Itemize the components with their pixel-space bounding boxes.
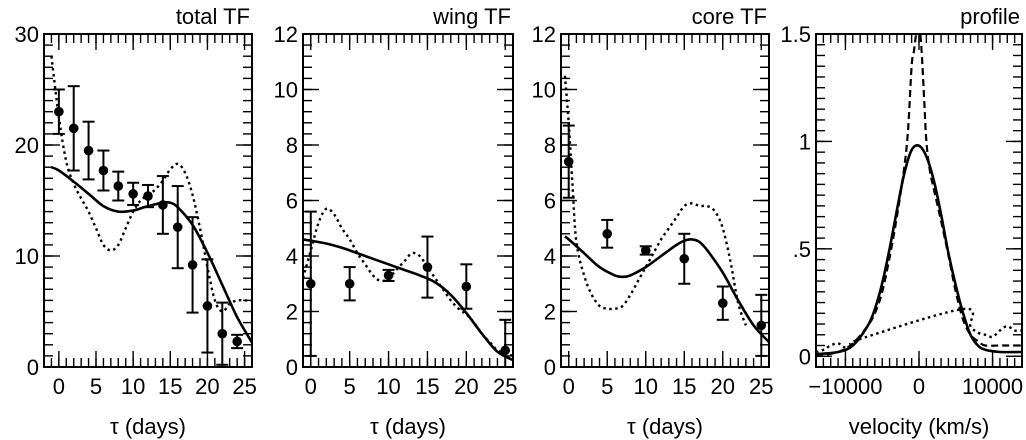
x-tick-label: 15 — [415, 374, 439, 399]
series-line-solid — [816, 143, 1022, 356]
x-axis-label: τ (days) — [110, 414, 186, 439]
data-point — [68, 123, 79, 134]
x-axis-label: velocity (km/s) — [849, 414, 990, 439]
y-tick-label: 1 — [799, 129, 811, 154]
panel-2: 0 5 10 15 20 25 0 2 4 6 8 10 12 wing TF τ (days) — [274, 4, 518, 439]
x-tick-label: 0 — [305, 374, 317, 399]
y-tick-label: 0 — [286, 355, 298, 380]
x-tick-label: 25 — [232, 374, 256, 399]
x-axis-label: τ (days) — [627, 414, 703, 439]
data-point — [383, 270, 394, 281]
y-tick-label: 0 — [27, 355, 39, 380]
data-point — [187, 260, 198, 270]
x-axis-label: τ (days) — [370, 414, 446, 439]
x-tick-label: 0 — [563, 374, 575, 399]
data-point — [54, 106, 64, 117]
series-line-solid — [564, 235, 769, 343]
panel-4: −10000 0 10000 0 .5 1 1.5 profile velocity (km/s… — [780, 4, 1023, 439]
y-tick-label: 6 — [286, 189, 298, 214]
data-point — [128, 189, 138, 199]
y-tick-label: 2 — [544, 300, 556, 325]
x-tick-label: 0 — [53, 374, 65, 399]
y-tick-label: 6 — [544, 189, 556, 214]
x-tick-label: 20 — [195, 374, 219, 399]
x-tick-label: 10000 — [962, 374, 1023, 399]
y-tick-label: 4 — [544, 244, 556, 269]
x-tick-label: 15 — [158, 374, 182, 399]
data-point — [83, 145, 94, 156]
x-tick-label: 10 — [376, 374, 400, 399]
data-point — [500, 345, 511, 356]
y-tick-label: 4 — [286, 244, 298, 269]
y-tick-label: .5 — [793, 237, 811, 262]
x-tick-label: −10000 — [808, 374, 882, 399]
series-line-dotted — [816, 307, 1022, 354]
y-tick-label: 2 — [286, 300, 298, 325]
data-point — [143, 191, 153, 201]
x-tick-label: 15 — [672, 374, 696, 399]
y-tick-label: 30 — [15, 22, 39, 47]
data-point — [461, 281, 472, 292]
data-point — [217, 328, 228, 339]
plot-frame — [815, 33, 1023, 368]
x-tick-label: 10 — [121, 374, 145, 399]
y-tick-label: 1.5 — [780, 22, 811, 47]
plot-frame — [302, 33, 514, 368]
y-tick-label: 10 — [15, 244, 39, 269]
data-point — [202, 301, 213, 311]
series-line-solid — [303, 238, 513, 362]
series-line-dotted — [563, 75, 748, 326]
x-tick-label: 25 — [749, 374, 773, 399]
series-line-dotted — [303, 207, 513, 358]
y-tick-label: 12 — [532, 22, 556, 47]
series-line-solid — [50, 165, 252, 344]
series-line-dashed — [816, 34, 1022, 358]
y-tick-label: 0 — [544, 355, 556, 380]
y-tick-label: 10 — [274, 78, 298, 103]
y-tick-label: 8 — [544, 133, 556, 158]
chart-title: total TF — [176, 4, 250, 29]
data-point — [344, 278, 355, 289]
data-point — [98, 165, 109, 176]
series-line-dotted — [50, 56, 252, 313]
x-tick-label: 5 — [90, 374, 102, 399]
data-point — [172, 222, 183, 232]
x-tick-label: 5 — [344, 374, 356, 399]
x-tick-label: 0 — [913, 374, 925, 399]
data-point — [158, 200, 168, 210]
x-tick-label: 10 — [633, 374, 657, 399]
y-tick-label: 12 — [274, 22, 298, 47]
data-point — [232, 336, 242, 347]
plot-frame — [560, 33, 770, 368]
x-tick-label: 20 — [711, 374, 735, 399]
y-tick-label: 20 — [15, 133, 39, 158]
data-point — [422, 262, 433, 272]
data-point — [679, 253, 690, 264]
chart-title: wing TF — [432, 4, 511, 29]
y-tick-label: 0 — [799, 344, 811, 369]
chart-title: profile — [960, 4, 1020, 29]
data-point — [563, 156, 574, 167]
data-point — [640, 245, 651, 256]
x-tick-label: 20 — [454, 374, 478, 399]
data-point — [305, 278, 316, 289]
data-point — [717, 298, 728, 308]
panel-3: 0 5 10 15 20 25 0 2 4 6 8 10 12 core TF τ (days) — [532, 4, 774, 439]
y-tick-label: 8 — [286, 133, 298, 158]
y-tick-label: 10 — [532, 78, 556, 103]
plot-frame — [43, 33, 253, 368]
data-point — [756, 320, 767, 331]
chart-title: core TF — [692, 4, 767, 29]
data-point — [602, 229, 613, 239]
x-tick-label: 25 — [493, 374, 517, 399]
x-tick-label: 5 — [601, 374, 613, 399]
data-point — [113, 181, 124, 191]
